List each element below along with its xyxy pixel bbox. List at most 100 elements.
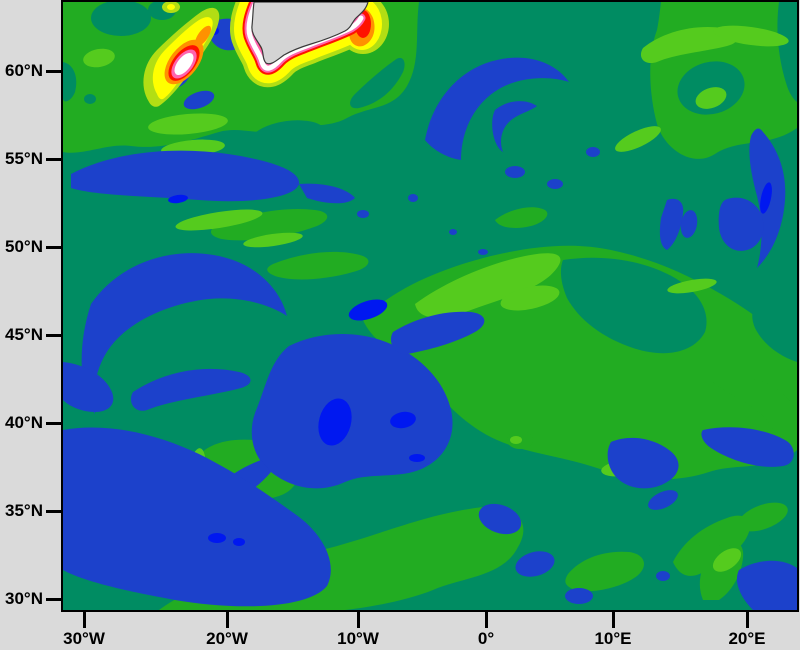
x-tick-label: 0° (477, 629, 495, 648)
landmass-greenland (251, 2, 369, 65)
contour-shape (425, 57, 569, 160)
contour-shape (648, 490, 678, 510)
contour-shape (718, 197, 764, 251)
x-tick-label: 10°E (594, 629, 632, 648)
contour-shape (175, 209, 263, 231)
contour-shape (777, 2, 797, 102)
contour-layer-white (174, 53, 194, 75)
contour-shape (478, 503, 522, 535)
contour-shape (560, 257, 707, 354)
contour-shape (492, 101, 537, 152)
contour-shape (415, 253, 561, 318)
contour-shape (752, 296, 797, 362)
contour-shape (183, 90, 215, 110)
contour-shape (63, 362, 114, 412)
x-tick-mark (485, 612, 488, 628)
contour-shape (673, 515, 750, 576)
y-tick-label: 60°N (5, 61, 43, 80)
plot-area (61, 0, 799, 612)
contour-shape (505, 166, 525, 178)
y-tick-mark (46, 246, 62, 249)
contour-shape (81, 253, 287, 414)
contour-shape (91, 2, 151, 36)
y-tick-mark (46, 70, 62, 73)
contour-shape (701, 427, 794, 467)
contour-shape (299, 183, 355, 204)
contour-shape (586, 147, 600, 157)
contour-shape (449, 229, 457, 235)
contour-shape (243, 232, 303, 248)
x-tick-mark (226, 612, 229, 628)
contour-shape (565, 551, 644, 592)
y-tick-mark (46, 422, 62, 425)
contour-shape (547, 179, 563, 189)
x-tick-label: 20°W (206, 629, 248, 648)
y-tick-mark (46, 334, 62, 337)
x-tick-label: 20°E (728, 629, 766, 648)
contour-shape (478, 249, 488, 255)
greenland-outline (251, 2, 369, 65)
contour-shape (357, 210, 369, 218)
contour-shape (713, 377, 797, 460)
contour-shape (390, 311, 485, 355)
contour-shape (63, 62, 77, 102)
contour-shape (84, 94, 96, 104)
contour-shape (63, 427, 331, 607)
contour-shape (667, 278, 717, 294)
y-tick-label: 30°N (5, 589, 43, 608)
x-tick-mark (357, 612, 360, 628)
contour-shape (409, 454, 425, 462)
y-tick-mark (46, 158, 62, 161)
contour-shape (500, 285, 560, 311)
contour-shape (390, 411, 416, 429)
x-tick-mark (746, 612, 749, 628)
contour-shape (250, 120, 326, 154)
contour-shape (659, 198, 684, 250)
contour-shape (210, 208, 328, 241)
x-tick-mark (83, 612, 86, 628)
hotspot-white-core (174, 53, 194, 75)
contour-shape (495, 207, 548, 228)
contour-shape (208, 533, 226, 543)
hotspot-orange-tail (194, 25, 212, 47)
y-tick-label: 55°N (5, 149, 43, 168)
x-tick-label: 10°W (337, 629, 379, 648)
contour-shape (318, 398, 352, 446)
contour-shape (71, 150, 300, 202)
contour-shape (83, 48, 115, 68)
y-tick-label: 45°N (5, 325, 43, 344)
contour-shape (712, 548, 742, 572)
contour-shape (350, 57, 405, 109)
contour-shape (233, 538, 245, 546)
contour-shape (713, 25, 789, 47)
contour-shape (267, 251, 369, 280)
contour-shape (760, 182, 772, 214)
contour-shape (640, 26, 738, 64)
contour-shape (167, 4, 175, 10)
contour-shape (680, 210, 698, 238)
contour-shape (408, 194, 418, 202)
y-tick-label: 35°N (5, 501, 43, 520)
contour-shape (251, 334, 453, 489)
contour-shape (168, 194, 188, 204)
contour-shape (515, 551, 555, 577)
contour-layer-lightgreen (83, 25, 789, 572)
contour-shape (615, 126, 661, 152)
contour-shape (738, 502, 788, 532)
y-tick-label: 50°N (5, 237, 43, 256)
y-tick-mark (46, 510, 62, 513)
contour-shape (510, 436, 522, 444)
y-tick-label: 40°N (5, 413, 43, 432)
contour-map (63, 2, 797, 610)
y-tick-mark (46, 598, 62, 601)
contour-shape (130, 368, 251, 411)
contour-shape (695, 87, 727, 109)
contour-shape (607, 437, 679, 489)
contour-shape (148, 113, 228, 135)
contour-shape (565, 588, 593, 604)
contour-shape (348, 299, 388, 321)
x-tick-mark (612, 612, 615, 628)
contour-shape (736, 560, 797, 610)
contour-shape (656, 571, 670, 581)
